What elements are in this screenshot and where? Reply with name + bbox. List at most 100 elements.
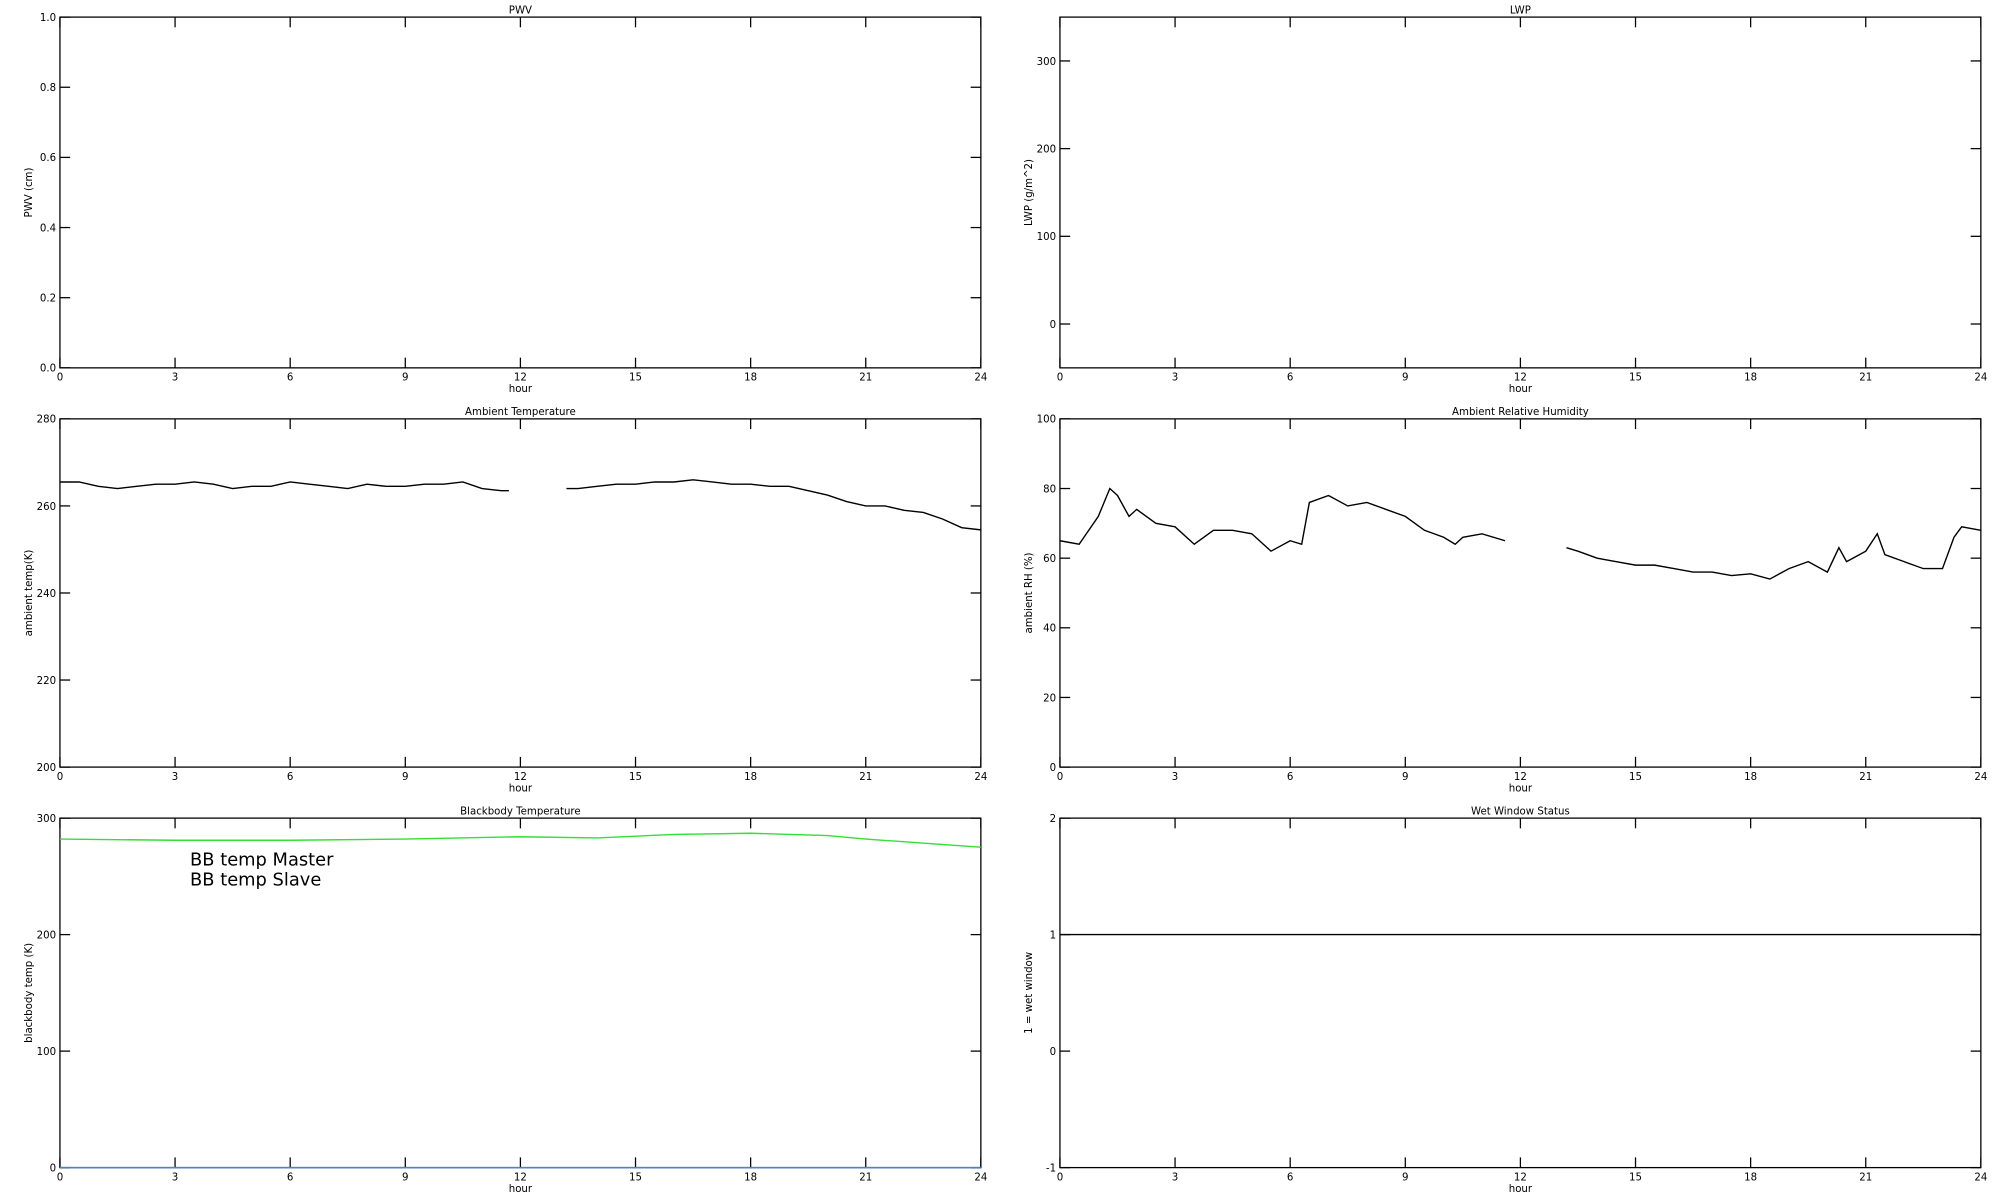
plot-frame	[1059, 418, 1982, 768]
x-tick-label: 15	[1629, 772, 1642, 783]
x-axis-label: hour	[509, 783, 533, 794]
y-tick-label: 40	[1043, 624, 1056, 635]
x-tick-label: 0	[57, 772, 63, 783]
plot-frame	[59, 418, 982, 768]
x-tick-label: 9	[1402, 772, 1408, 783]
x-tick-label: 6	[1287, 373, 1293, 384]
panel: Wet Window Status hour 1 = wet window 0 3 6 9 1…	[1024, 806, 1987, 1195]
x-tick-label: 24	[1974, 772, 1987, 783]
x-tick-label: 24	[974, 1172, 987, 1183]
y-tick-label: 0	[1050, 763, 1056, 774]
x-tick-label: 12	[514, 373, 527, 384]
y-tick-label: 200	[1037, 144, 1056, 155]
y-tick-label: 80	[1043, 484, 1056, 495]
data-line	[1059, 487, 1981, 580]
y-tick-label: 300	[37, 814, 56, 825]
x-tick-label: 12	[514, 1172, 527, 1183]
y-tick-label: 0.8	[40, 83, 56, 94]
plot-frame	[1059, 16, 1982, 369]
x-tick-label: 0	[1057, 373, 1063, 384]
panel-title: PWV	[509, 5, 532, 16]
x-axis-label: hour	[1509, 783, 1533, 794]
data-line	[59, 479, 981, 531]
x-tick-label: 18	[744, 772, 757, 783]
x-tick-label: 15	[629, 772, 642, 783]
x-tick-label: 0	[57, 1172, 63, 1183]
x-tick-label: 21	[1859, 373, 1872, 384]
x-tick-label: 9	[402, 772, 408, 783]
x-tick-label: 6	[1287, 1172, 1293, 1183]
x-tick-label: 18	[1744, 373, 1757, 384]
x-tick-label: 0	[1057, 772, 1063, 783]
x-tick-label: 6	[287, 772, 293, 783]
y-tick-label: 0	[1050, 1047, 1056, 1058]
x-tick-label: 3	[1172, 373, 1178, 384]
x-tick-label: 6	[287, 1172, 293, 1183]
x-axis-label: hour	[1509, 1184, 1533, 1195]
y-axis-label: ambient temp(K)	[24, 550, 35, 637]
x-tick-label: 21	[1859, 772, 1872, 783]
x-tick-label: 21	[859, 772, 872, 783]
panel-title: Blackbody Temperature	[460, 806, 581, 817]
x-tick-label: 15	[1629, 373, 1642, 384]
legend-entry: BB temp Master	[190, 849, 334, 870]
x-tick-label: 3	[1172, 772, 1178, 783]
x-tick-label: 9	[1402, 1172, 1408, 1183]
y-tick-label: 0.4	[40, 223, 56, 234]
panel-title: LWP	[1510, 5, 1531, 16]
x-tick-label: 24	[1974, 1172, 1987, 1183]
x-tick-label: 15	[629, 1172, 642, 1183]
y-tick-label: 260	[37, 502, 56, 513]
legend-entry: BB temp Slave	[190, 870, 321, 891]
y-tick-label: 2	[1050, 814, 1056, 825]
y-tick-label: 100	[1037, 415, 1056, 426]
x-tick-label: 15	[629, 373, 642, 384]
x-tick-label: 18	[744, 373, 757, 384]
y-tick-label: 0	[50, 1163, 56, 1174]
panel: PWV hour PWV (cm) 0 3 6 9 12 15 18 21 24 0.0 0.2 0.4 0.…	[24, 5, 987, 395]
y-axis-label: 1 = wet window	[1024, 952, 1035, 1034]
y-axis-label: LWP (g/m^2)	[1024, 159, 1035, 226]
y-tick-label: 200	[37, 763, 56, 774]
y-tick-label: 60	[1043, 554, 1056, 565]
x-tick-label: 3	[172, 373, 178, 384]
panel: LWP hour LWP (g/m^2) 0 3 6 9 12 15 18 21 24 0 100 200 3…	[1024, 5, 1987, 395]
x-tick-label: 3	[172, 772, 178, 783]
panel: Ambient Temperature hour ambient temp(K) 0 3…	[24, 407, 987, 794]
x-tick-label: 0	[57, 373, 63, 384]
y-tick-label: 100	[1037, 232, 1056, 243]
x-tick-label: 15	[1629, 1172, 1642, 1183]
y-tick-label: 220	[37, 676, 56, 687]
x-tick-label: 12	[1514, 373, 1527, 384]
x-tick-label: 18	[1744, 1172, 1757, 1183]
y-axis-label: ambient RH (%)	[1024, 552, 1035, 633]
data-line	[59, 832, 981, 848]
x-tick-label: 24	[974, 373, 987, 384]
x-tick-label: 0	[1057, 1172, 1063, 1183]
x-tick-label: 3	[1172, 1172, 1178, 1183]
x-tick-label: 9	[402, 373, 408, 384]
panel-title: Wet Window Status	[1471, 806, 1570, 817]
x-tick-label: 6	[287, 373, 293, 384]
y-tick-label: 20	[1043, 693, 1056, 704]
x-tick-label: 21	[1859, 1172, 1872, 1183]
x-tick-label: 18	[744, 1172, 757, 1183]
x-tick-label: 12	[1514, 1172, 1527, 1183]
y-tick-label: 0.0	[40, 364, 56, 375]
x-tick-label: 9	[1402, 373, 1408, 384]
panel-title: Ambient Relative Humidity	[1452, 407, 1589, 418]
panel: Blackbody Temperature hour blackbody temp …	[24, 806, 987, 1195]
x-tick-label: 24	[1974, 373, 1987, 384]
y-tick-label: 1.0	[40, 13, 56, 24]
y-tick-label: 300	[1037, 57, 1056, 68]
x-axis-label: hour	[1509, 384, 1533, 395]
plot-frame	[1059, 817, 1982, 1169]
x-tick-label: 12	[1514, 772, 1527, 783]
y-tick-label: 1	[1050, 930, 1056, 941]
y-axis-label: blackbody temp (K)	[24, 943, 35, 1043]
y-axis-label: PWV (cm)	[24, 168, 35, 218]
y-tick-label: -1	[1046, 1163, 1056, 1174]
y-tick-label: 200	[37, 930, 56, 941]
